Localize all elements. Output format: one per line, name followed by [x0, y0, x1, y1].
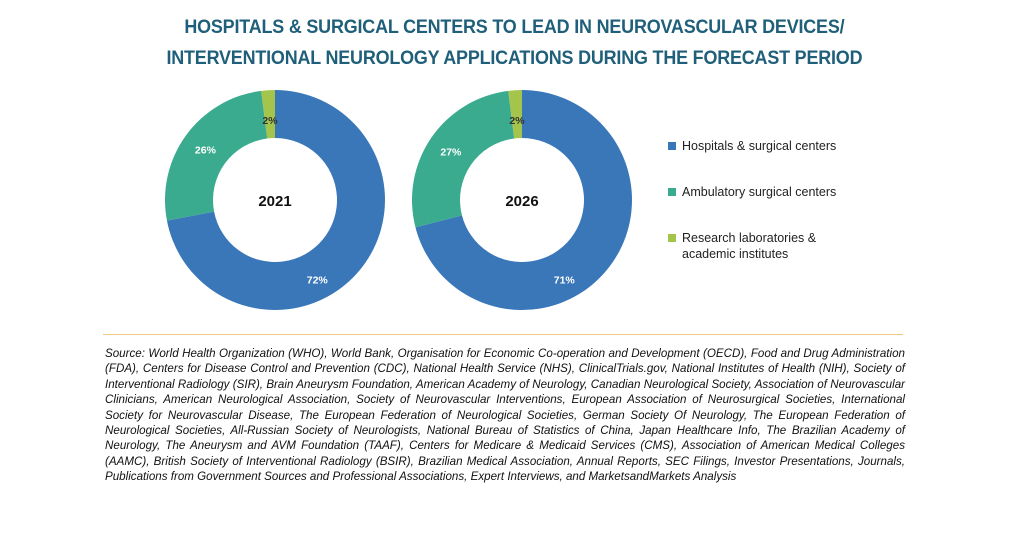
donut-slice-research-2026 — [508, 90, 522, 139]
donut-chart-2021: 72% 26% 2% 2021 — [165, 90, 386, 311]
donut-center-label-2026: 2026 — [505, 193, 538, 210]
donut-slice-hospitals-2021 — [166, 90, 386, 311]
chart-title-line-2: INTERVENTIONAL NEUROLOGY APPLICATIONS DU… — [166, 47, 863, 69]
legend-item-research: Research laboratories & academic institu… — [668, 230, 868, 262]
slice-label-ambulatory-2026: 27% — [440, 147, 462, 159]
legend: Hospitals & surgical centers Ambulatory … — [668, 138, 868, 262]
legend-item-hospitals: Hospitals & surgical centers — [668, 138, 868, 154]
legend-label-research-line-2: academic institutes — [682, 247, 789, 261]
donut-slice-research-2021 — [261, 90, 275, 139]
donut-slice-ambulatory-2021 — [165, 90, 268, 221]
donut-center-label-2021: 2021 — [258, 193, 291, 210]
legend-item-ambulatory: Ambulatory surgical centers — [668, 184, 868, 200]
chart-title: HOSPITALS & SURGICAL CENTERS TO LEAD IN … — [43, 12, 985, 74]
divider-rule — [103, 334, 903, 335]
donut-slice-ambulatory-2026 — [412, 90, 515, 228]
slice-label-research-2026: 2% — [509, 115, 525, 127]
legend-swatch-research — [668, 234, 676, 242]
slice-label-research-2021: 2% — [262, 115, 278, 127]
legend-swatch-hospitals — [668, 142, 676, 150]
chart-title-line-1: HOSPITALS & SURGICAL CENTERS TO LEAD IN … — [184, 16, 845, 38]
slice-label-hospitals-2026: 71% — [554, 274, 576, 286]
donut-chart-2026: 71% 27% 2% 2026 — [412, 90, 632, 310]
legend-label-hospitals: Hospitals & surgical centers — [682, 139, 837, 153]
legend-label-ambulatory: Ambulatory surgical centers — [682, 185, 837, 199]
legend-label-research-line-1: Research laboratories & — [682, 231, 817, 245]
slice-label-ambulatory-2021: 26% — [195, 144, 217, 156]
donut-slice-hospitals-2026 — [415, 90, 632, 310]
source-note: Source: World Health Organization (WHO),… — [105, 347, 905, 484]
legend-swatch-ambulatory — [668, 188, 676, 196]
slice-label-hospitals-2021: 72% — [307, 274, 329, 286]
